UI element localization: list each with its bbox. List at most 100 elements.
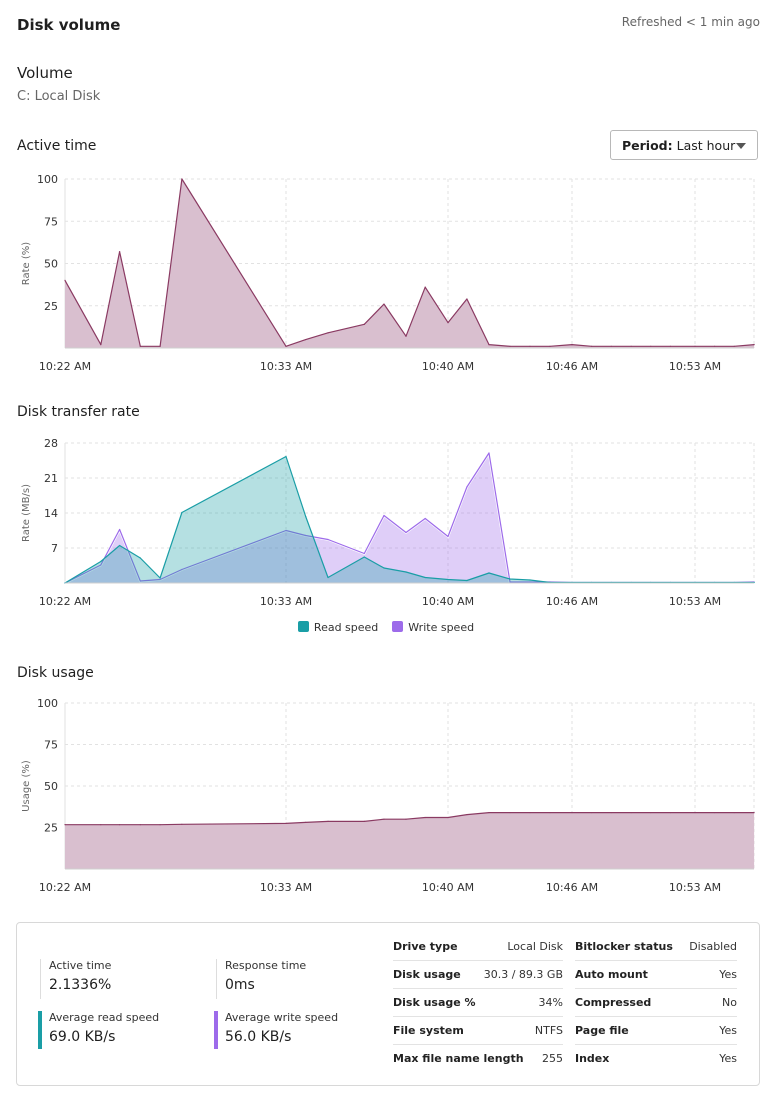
data-point [571, 344, 573, 346]
stat-value: 0ms [225, 977, 255, 993]
y-tick-label: 21 [44, 472, 58, 485]
legend-item-write[interactable]: Write speed [392, 621, 474, 634]
stat-label: Average write speed [225, 1011, 339, 1024]
data-point [753, 811, 755, 814]
period-label: Period: [622, 137, 673, 153]
x-tick-label: 10:33 AM [260, 360, 312, 373]
data-point [118, 528, 121, 531]
data-point [305, 534, 307, 537]
detail-value: Disabled [689, 940, 737, 953]
stat-label: Response time [225, 959, 307, 972]
x-tick-label: 10:53 AM [669, 881, 721, 894]
data-point [447, 322, 449, 324]
data-point [139, 580, 141, 582]
data-point [305, 338, 307, 341]
transfer-legend: Read speed Write speed [0, 621, 772, 634]
detail-row: Page file Yes [575, 1017, 737, 1045]
data-point [733, 345, 735, 347]
detail-row: File system NTFS [393, 1017, 563, 1045]
data-point [733, 811, 735, 814]
period-value: Last hour [676, 137, 736, 153]
y-axis-label: Rate (MB/s) [21, 484, 32, 542]
data-point [488, 811, 490, 814]
legend-item-read[interactable]: Read speed [297, 621, 378, 634]
stat-avg-read: Average read speed 69.0 KB/s [38, 1011, 159, 1049]
data-point [181, 823, 183, 825]
transfer-rate-title: Disk transfer rate [17, 404, 140, 420]
volume-heading: Volume [17, 64, 73, 82]
data-point [610, 811, 612, 814]
data-point [383, 303, 385, 305]
data-point [181, 178, 183, 180]
x-tick-label: 10:22 AM [39, 595, 91, 608]
legend-label: Write speed [408, 621, 475, 634]
data-point [424, 286, 426, 288]
data-point [529, 581, 531, 583]
details-table-left: Drive type Local Disk Disk usage 30.3 / 89.… [393, 933, 563, 1072]
x-tick-label: 10:46 AM [546, 881, 598, 894]
data-point [159, 824, 161, 826]
data-point [118, 544, 121, 547]
disk-usage-title: Disk usage [17, 665, 94, 681]
detail-key: Index [575, 1052, 610, 1065]
data-point [488, 452, 490, 454]
data-point [466, 813, 468, 816]
detail-value: 34% [538, 996, 563, 1009]
data-point [327, 576, 329, 579]
detail-value: Yes [719, 1052, 737, 1065]
caret-down-icon [736, 143, 746, 149]
transfer-rate-chart: 7 14 21 28 10:22 AM 10:33 AM 10:40 AM 10:46 AM 1… [21, 437, 755, 608]
data-point [118, 824, 121, 826]
data-point [383, 514, 385, 517]
data-point [181, 568, 183, 571]
series-area [65, 179, 755, 348]
disk-usage-chart: 25 50 75 100 10:22 AM 10:33 AM 10:40 AM 10:46 A… [21, 697, 755, 894]
data-point [327, 538, 329, 541]
y-tick-label: 50 [44, 258, 58, 271]
x-tick-label: 10:46 AM [546, 360, 598, 373]
detail-key: Auto mount [575, 968, 648, 981]
data-point [305, 821, 307, 823]
x-tick-label: 10:22 AM [39, 360, 91, 373]
data-point [630, 811, 632, 814]
volume-name: C: Local Disk [17, 89, 101, 104]
x-tick-label: 10:22 AM [39, 881, 91, 894]
data-point [488, 572, 490, 574]
data-point [694, 345, 696, 347]
data-point [285, 529, 287, 532]
data-point [363, 552, 365, 555]
data-point [529, 811, 531, 814]
detail-key: Page file [575, 1024, 629, 1037]
y-tick-label: 100 [37, 173, 58, 186]
data-point [139, 345, 141, 347]
y-tick-label: 14 [44, 507, 58, 520]
active-time-chart: 25 50 75 100 10:22 AM 10:33 AM 10:40 AM 10:46 A… [21, 173, 755, 373]
y-tick-label: 100 [37, 697, 58, 710]
x-tick-label: 10:33 AM [260, 595, 312, 608]
data-point [100, 344, 102, 346]
active-time-title: Active time [17, 138, 97, 154]
detail-row: Disk usage % 34% [393, 989, 563, 1017]
data-point [549, 345, 551, 347]
data-point [405, 818, 407, 820]
detail-value: 30.3 / 89.3 GB [483, 968, 563, 981]
details-table-right: Bitlocker status Disabled Auto mount Yes Com… [575, 933, 737, 1072]
summary-panel: Active time 2.1336% Response time 0ms Av… [16, 922, 760, 1086]
data-point [139, 557, 141, 559]
stat-avg-write: Average write speed 56.0 KB/s [214, 1011, 338, 1049]
detail-row: Drive type Local Disk [393, 933, 563, 961]
period-dropdown[interactable]: Period: Last hour [610, 130, 758, 160]
refreshed-status: Refreshed < 1 min ago [621, 15, 760, 29]
data-point [64, 824, 66, 826]
page-title: Disk volume [17, 16, 121, 34]
data-point [466, 298, 468, 300]
data-point [509, 345, 511, 347]
stat-value: 2.1336% [49, 977, 112, 993]
detail-value: 255 [542, 1052, 563, 1065]
data-point [64, 279, 66, 281]
y-axis-label: Usage (%) [21, 760, 32, 812]
detail-key: Bitlocker status [575, 940, 673, 953]
data-point [447, 535, 449, 538]
data-point [327, 332, 329, 334]
